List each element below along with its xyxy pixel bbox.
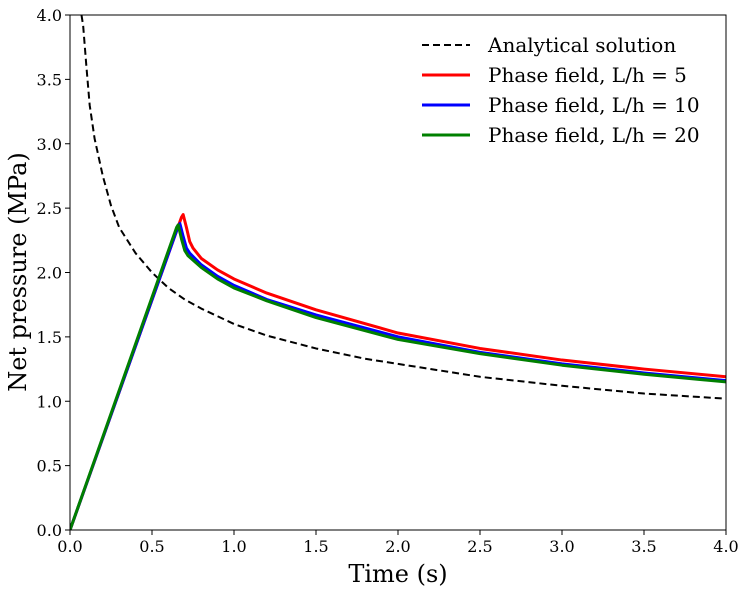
y-tick-label: 3.0 (37, 135, 62, 154)
y-tick-label: 1.5 (37, 328, 62, 347)
y-tick-label: 3.5 (37, 70, 62, 89)
y-tick-label: 2.5 (37, 199, 62, 218)
y-tick-label: 0.5 (37, 457, 62, 476)
legend-label-0: Analytical solution (487, 33, 676, 57)
x-tick-label: 3.5 (631, 537, 656, 556)
x-tick-label: 2.5 (467, 537, 492, 556)
series-line-1 (70, 213, 726, 530)
x-tick-label: 3.0 (549, 537, 574, 556)
y-tick-label: 1.0 (37, 392, 62, 411)
x-tick-label: 0.5 (139, 537, 164, 556)
x-tick-label: 4.0 (713, 537, 738, 556)
legend-label-1: Phase field, L/h = 5 (488, 63, 687, 87)
legend-label-2: Phase field, L/h = 10 (488, 93, 700, 117)
series-line-2 (70, 222, 726, 530)
y-tick-label: 2.0 (37, 264, 62, 283)
y-tick-label: 4.0 (37, 6, 62, 25)
series-line-3 (70, 223, 726, 530)
x-axis-title: Time (s) (348, 560, 447, 588)
y-tick-label: 0.0 (37, 521, 62, 540)
x-tick-label: 1.0 (221, 537, 246, 556)
legend-label-3: Phase field, L/h = 20 (488, 123, 700, 147)
series-layer (70, 15, 726, 530)
ticks-layer: 0.0 0.5 1.0 1.5 2.0 2.5 3.0 3.5 4.0 0.0 0.5 1.0 1.5 2… (37, 6, 739, 556)
x-tick-label: 1.5 (303, 537, 328, 556)
x-tick-label: 0.0 (57, 537, 82, 556)
y-axis-title: Net pressure (MPa) (4, 152, 32, 392)
legend: Analytical solution Phase field, L/h = 5 P… (422, 33, 700, 147)
x-tick-label: 2.0 (385, 537, 410, 556)
